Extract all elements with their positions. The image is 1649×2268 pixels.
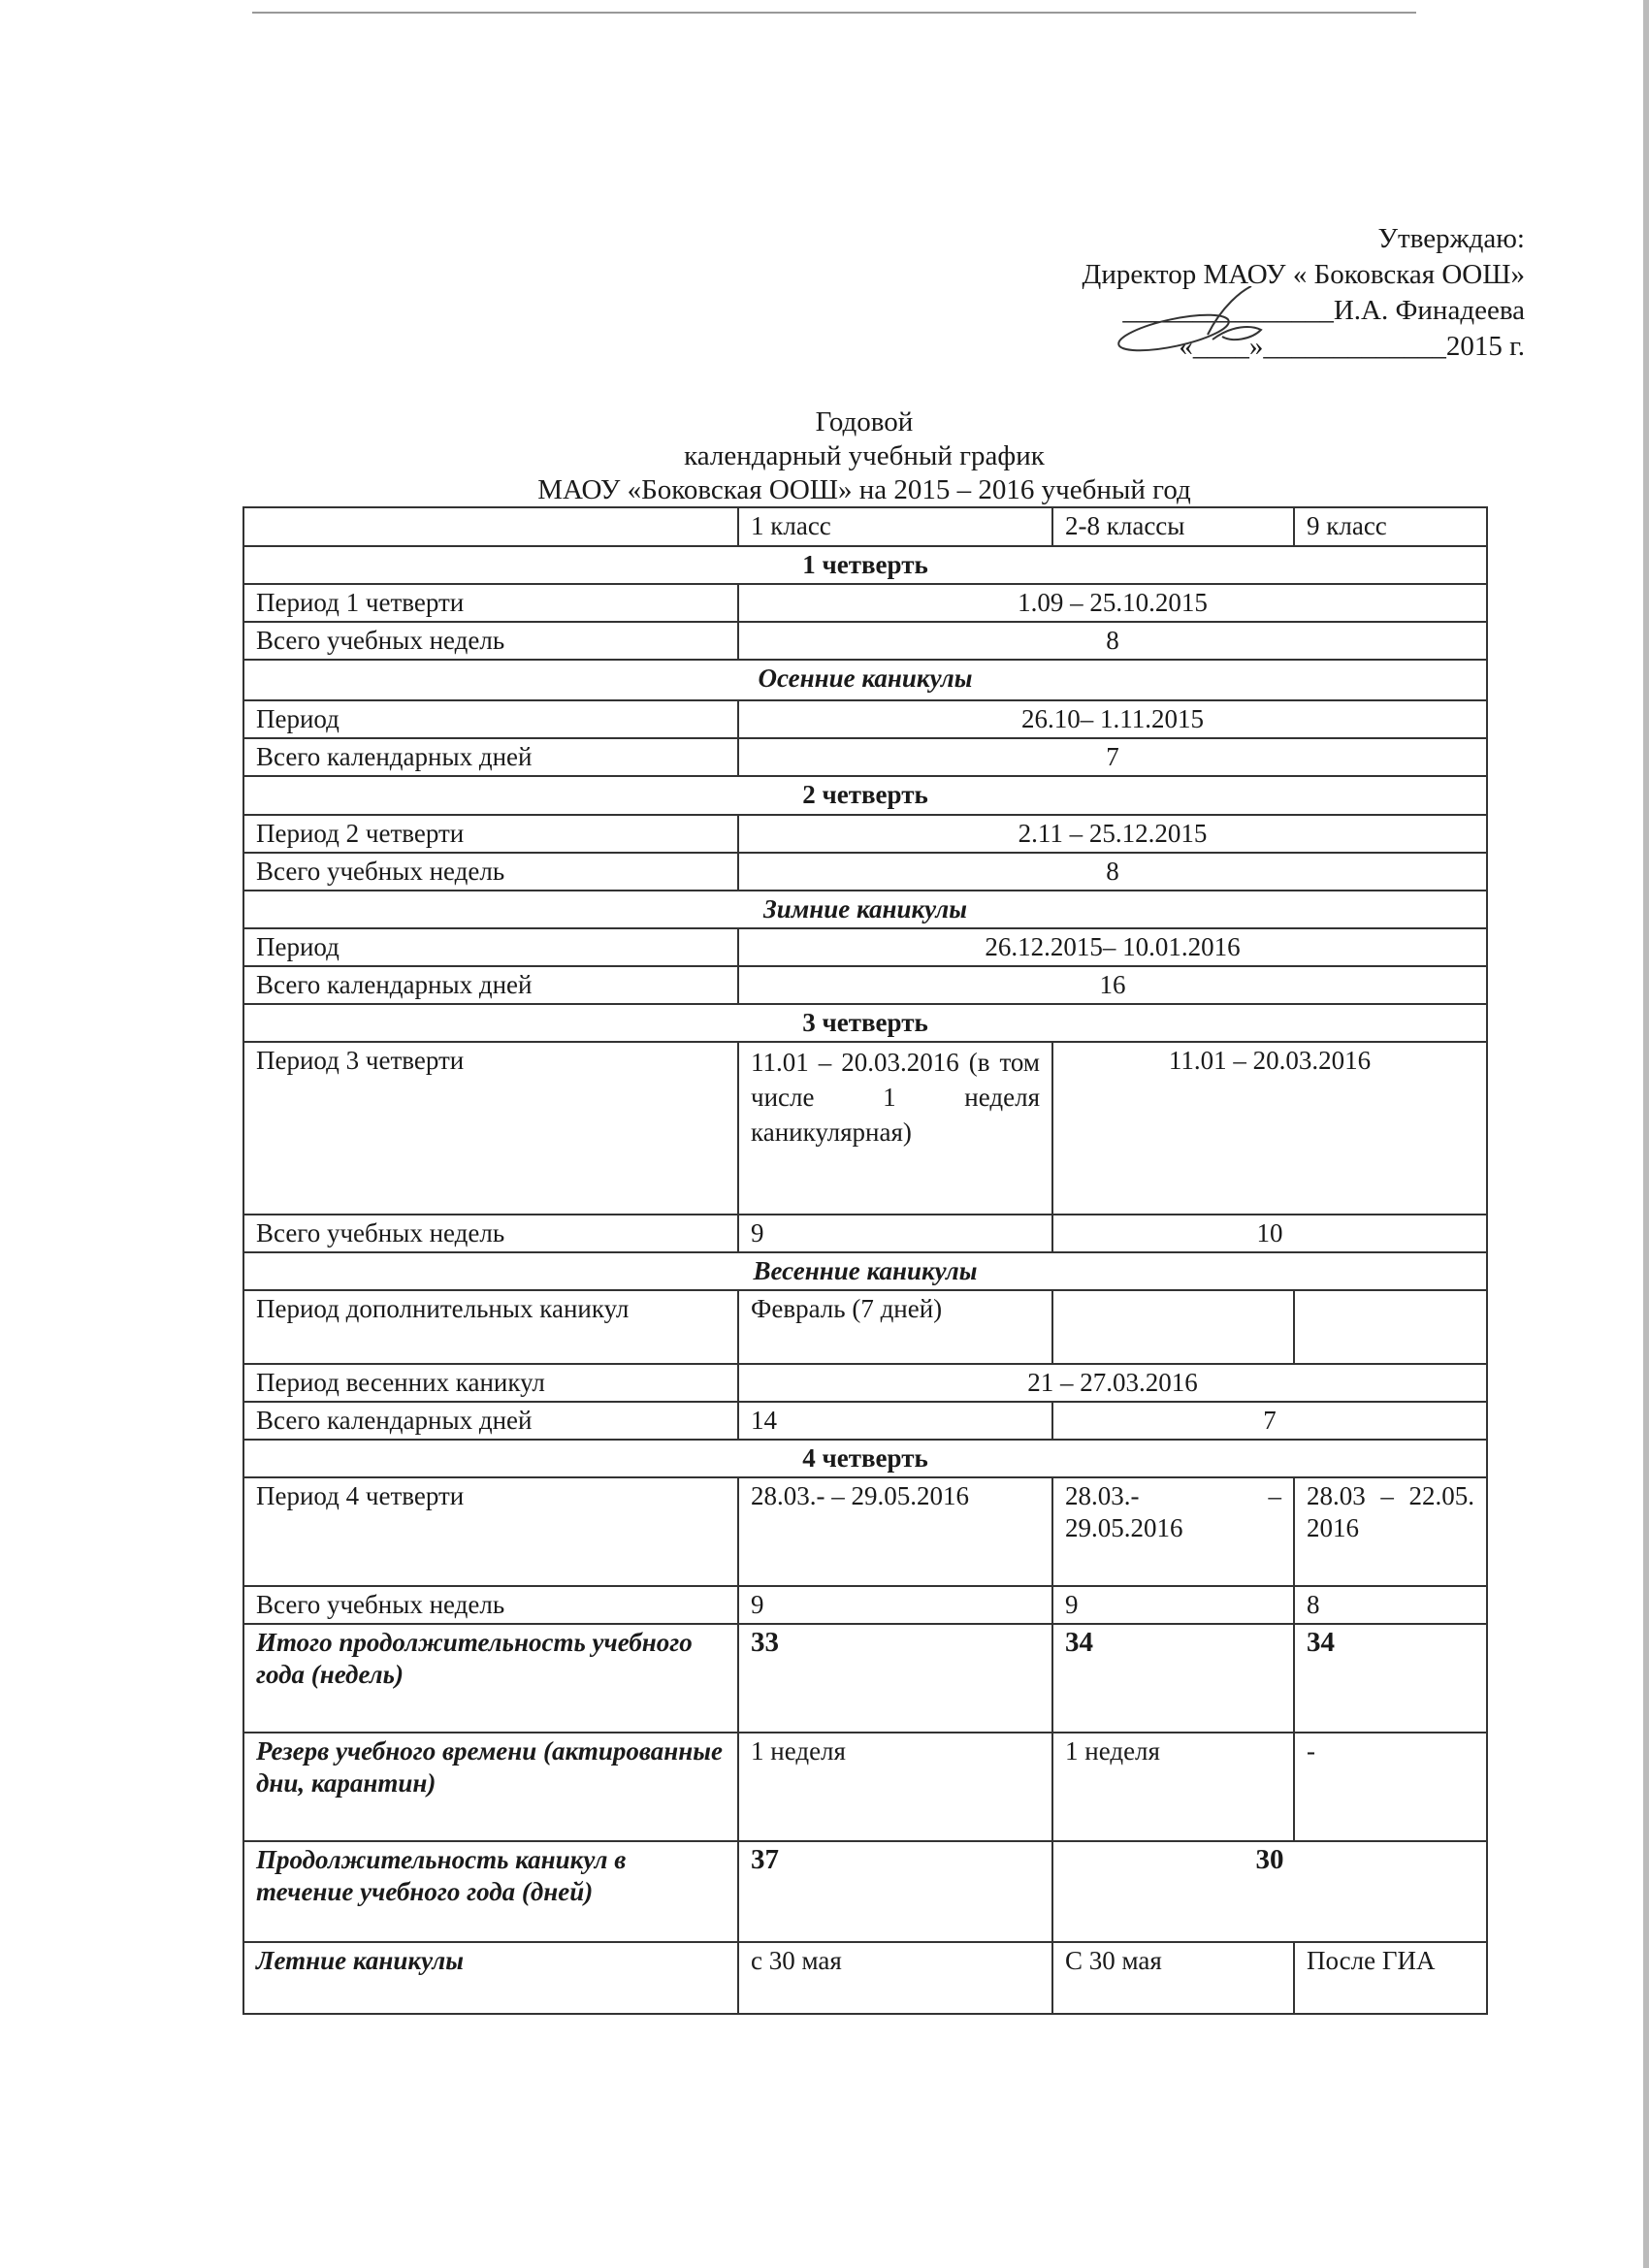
cell: 26.12.2015– 10.01.2016 [737, 927, 1488, 967]
section-title: Весенние каникулы [242, 1251, 1488, 1291]
cell: 7 [737, 737, 1488, 777]
cell: 11.01 – 20.03.2016 (в том числе 1 неделя… [737, 1041, 1053, 1215]
approval-line: Директор МАОУ « Боковская ООШ» [1082, 259, 1525, 290]
row-label: Период 4 четверти [242, 1476, 739, 1587]
header-cell: 9 класс [1293, 506, 1488, 547]
schedule-table: 1 класс 2-8 классы 9 класс 1 четверть Пе… [242, 506, 1488, 2015]
cell: 9 [737, 1585, 1053, 1625]
cell: 11.01 – 20.03.2016 [1051, 1041, 1488, 1215]
cell: 9 [737, 1214, 1053, 1253]
cell: 7 [1051, 1401, 1488, 1441]
section-title: 2 четверть [242, 775, 1488, 816]
row-label: Летние каникулы [242, 1941, 739, 2015]
signature [1117, 286, 1263, 352]
title-line: Годовой [815, 406, 914, 437]
cell [1293, 1289, 1488, 1365]
cell: С 30 мая [1051, 1941, 1295, 2015]
cell: 28.03.- – 29.05.2016 [1051, 1476, 1295, 1587]
cell: 8 [1293, 1585, 1488, 1625]
cell: 8 [737, 852, 1488, 891]
row-label: Всего учебных недель [242, 1214, 739, 1253]
row-label: Всего календарных дней [242, 965, 739, 1005]
cell: Февраль (7 дней) [737, 1289, 1053, 1365]
section-title: Зимние каникулы [242, 890, 1488, 929]
row-label: Резерв учебного времени (актированные дн… [242, 1732, 739, 1842]
cell: 30 [1051, 1840, 1488, 1943]
cell: 1 неделя [737, 1732, 1053, 1842]
cell: 34 [1051, 1623, 1295, 1733]
approval-line: Утверждаю: [1377, 223, 1526, 254]
cell: 10 [1051, 1214, 1488, 1253]
row-label: Итого продолжительность учебного года (н… [242, 1623, 739, 1733]
table-header-row: 1 класс 2-8 классы 9 класс [242, 506, 1488, 547]
approval-block: Утверждаю: Директор МАОУ « Боковская ООШ… [1083, 221, 1525, 365]
cell: 37 [737, 1840, 1053, 1943]
cell: с 30 мая [737, 1941, 1053, 2015]
cell [1051, 1289, 1295, 1365]
row-label: Период 1 четверти [242, 583, 739, 623]
cell: 26.10– 1.11.2015 [737, 699, 1488, 739]
scan-edge-line [252, 12, 1416, 14]
row-label: Всего учебных недель [242, 1585, 739, 1625]
approval-line: _______________И.А. Финадеева [1122, 295, 1525, 326]
row-label: Период 2 четверти [242, 814, 739, 854]
cell: - [1293, 1732, 1488, 1842]
row-label: Период 3 четверти [242, 1041, 739, 1215]
row-label: Продолжительность каникул в течение учеб… [242, 1840, 739, 1943]
row-label: Период дополнительных каникул [242, 1289, 739, 1365]
section-title: 4 четверть [242, 1439, 1488, 1478]
section-title: 1 четверть [242, 545, 1488, 585]
approval-line: «____»_____________2015 г. [1179, 331, 1525, 362]
header-cell: 1 класс [737, 506, 1053, 547]
document-title: Годовой календарный учебный график МАОУ … [242, 405, 1486, 507]
scan-edge [1643, 0, 1649, 2268]
cell: После ГИА [1293, 1941, 1488, 2015]
cell: 28.03 – 22.05. 2016 [1293, 1476, 1488, 1587]
row-label: Всего учебных недель [242, 621, 739, 661]
cell: 34 [1293, 1623, 1488, 1733]
cell: 9 [1051, 1585, 1295, 1625]
title-line: календарный учебный график [684, 440, 1045, 471]
cell: 8 [737, 621, 1488, 661]
section-title: Осенние каникулы [242, 659, 1488, 701]
cell: 2.11 – 25.12.2015 [737, 814, 1488, 854]
section-title: 3 четверть [242, 1003, 1488, 1043]
cell: 14 [737, 1401, 1053, 1441]
title-line: МАОУ «Боковская ООШ» на 2015 – 2016 учеб… [537, 474, 1191, 505]
row-label: Всего учебных недель [242, 852, 739, 891]
cell: 21 – 27.03.2016 [737, 1363, 1488, 1403]
cell: 16 [737, 965, 1488, 1005]
row-label: Всего календарных дней [242, 1401, 739, 1441]
cell: 33 [737, 1623, 1053, 1733]
row-label: Период [242, 699, 739, 739]
header-cell [242, 506, 739, 547]
row-label: Период [242, 927, 739, 967]
row-label: Всего календарных дней [242, 737, 739, 777]
row-label: Период весенних каникул [242, 1363, 739, 1403]
cell: 1 неделя [1051, 1732, 1295, 1842]
header-cell: 2-8 классы [1051, 506, 1295, 547]
cell: 28.03.- – 29.05.2016 [737, 1476, 1053, 1587]
cell: 1.09 – 25.10.2015 [737, 583, 1488, 623]
